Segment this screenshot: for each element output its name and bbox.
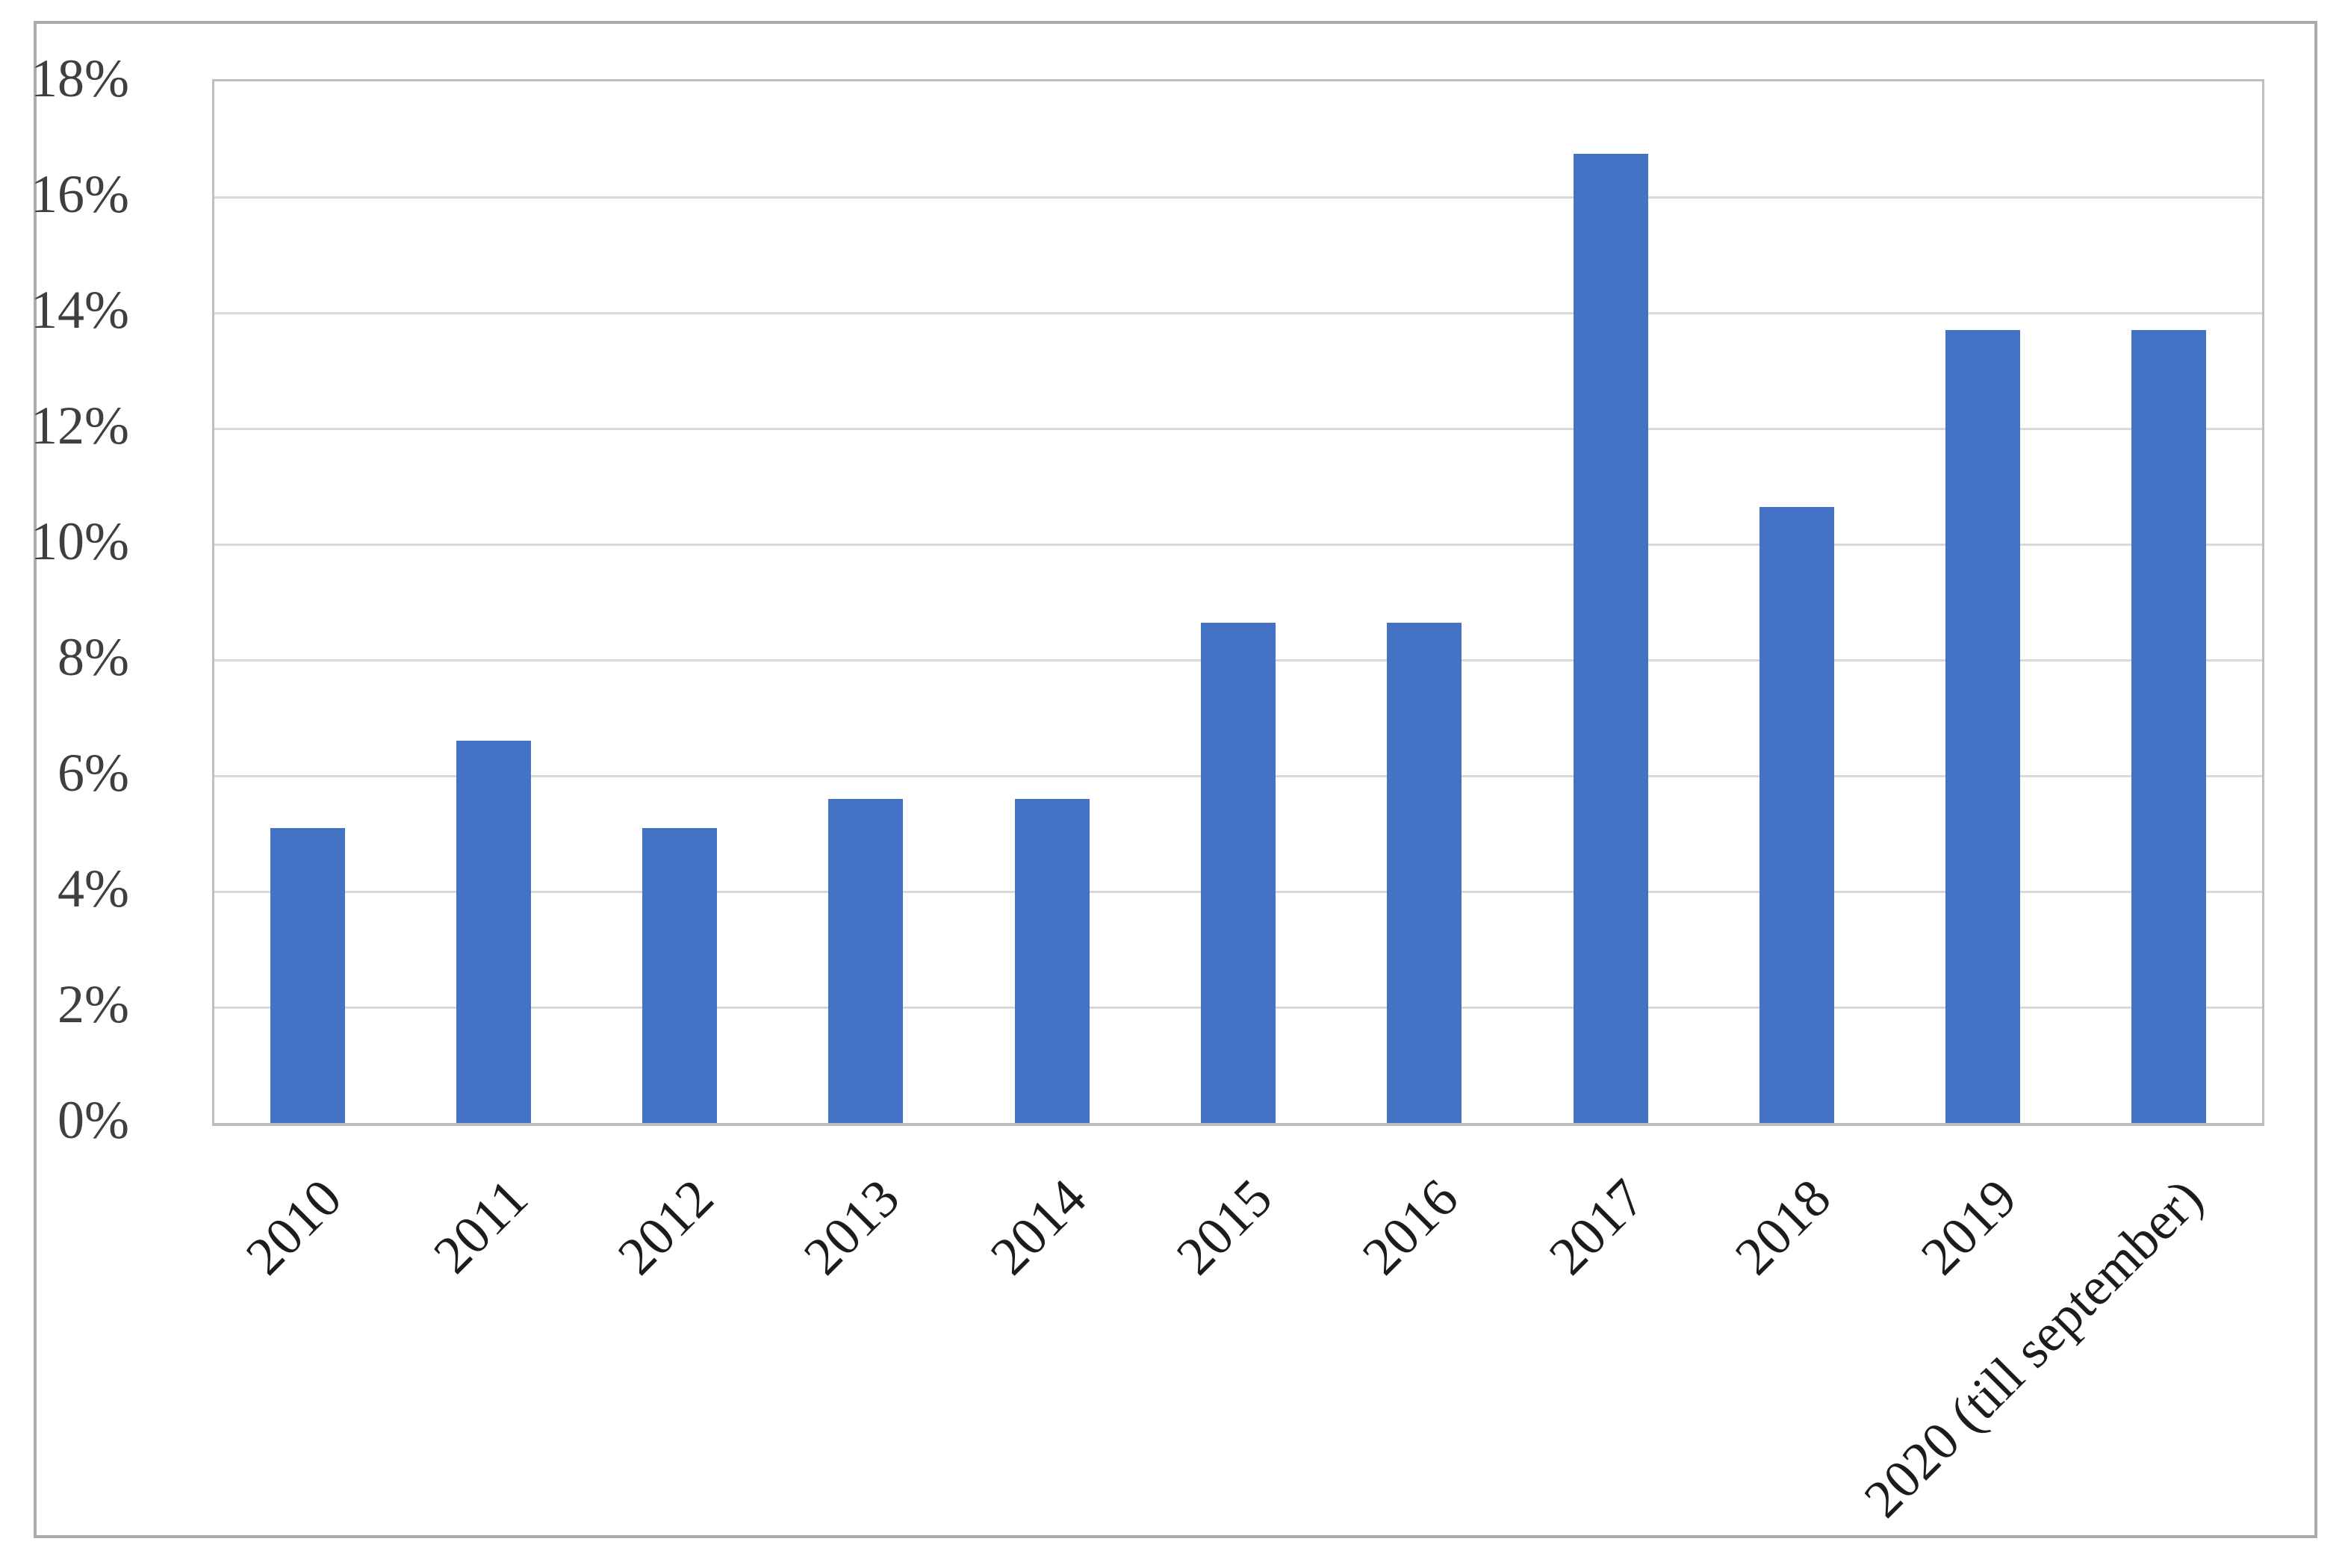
y-tick-label-2pct: 2%	[58, 974, 129, 1034]
y-tick-label-4pct: 4%	[58, 859, 129, 918]
bar-2018	[1759, 507, 1834, 1123]
y-tick-label-6pct: 6%	[58, 743, 129, 803]
y-tick-label-12pct: 12%	[31, 396, 129, 455]
plot-area	[212, 79, 2264, 1126]
bar-2010	[270, 828, 345, 1123]
y-tick-label-8pct: 8%	[58, 627, 129, 687]
bar-2014	[1015, 799, 1090, 1123]
y-tick-label-14pct: 14%	[31, 280, 129, 340]
bar-2013	[828, 799, 903, 1123]
y-tick-label-18pct: 18%	[31, 49, 129, 108]
bar-2020	[2131, 330, 2206, 1123]
chart-figure	[34, 21, 2317, 1538]
bar-2011	[456, 741, 531, 1123]
bar-2016	[1387, 623, 1462, 1123]
gridline-12pct	[214, 428, 2262, 430]
gridline-16pct	[214, 196, 2262, 199]
y-tick-label-0pct: 0%	[58, 1090, 129, 1150]
bar-2012	[642, 828, 717, 1123]
gridline-14pct	[214, 312, 2262, 314]
y-tick-label-10pct: 10%	[31, 511, 129, 571]
gridline-10pct	[214, 544, 2262, 546]
bar-2015	[1201, 623, 1276, 1123]
bar-2019	[1945, 330, 2020, 1123]
bar-2017	[1574, 154, 1648, 1123]
y-tick-label-16pct: 16%	[31, 164, 129, 224]
